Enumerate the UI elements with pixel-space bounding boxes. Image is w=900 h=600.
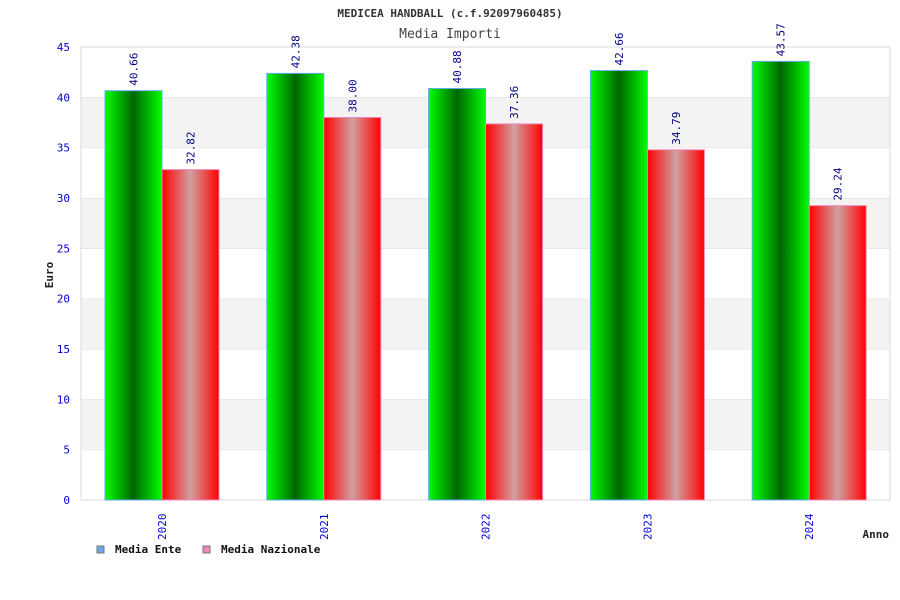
data-label: 42.66 bbox=[613, 32, 626, 65]
y-tick-label: 5 bbox=[63, 444, 70, 457]
bar-media-ente-2024 bbox=[751, 60, 810, 501]
bar-media-nazionale-2020 bbox=[161, 169, 220, 501]
bar-media-ente-2023 bbox=[589, 70, 648, 501]
data-label: 42.38 bbox=[289, 35, 302, 68]
bar-media-ente-2021 bbox=[266, 72, 325, 501]
x-tick-label: 2023 bbox=[641, 514, 654, 541]
data-label: 34.79 bbox=[670, 112, 683, 145]
y-tick-label: 35 bbox=[57, 142, 70, 155]
legend-swatch bbox=[202, 545, 211, 554]
data-label: 40.88 bbox=[451, 50, 464, 83]
legend-label: Media Nazionale bbox=[221, 543, 321, 556]
chart-title: MEDICEA HANDBALL (c.f.92097960485) bbox=[337, 7, 562, 20]
y-tick-label: 20 bbox=[57, 293, 70, 306]
x-axis-label: Anno bbox=[863, 528, 890, 541]
data-label: 40.66 bbox=[128, 53, 141, 86]
y-tick-label: 40 bbox=[57, 91, 70, 104]
bar-media-nazionale-2024 bbox=[808, 205, 867, 501]
data-label: 32.82 bbox=[185, 131, 198, 164]
bar-media-nazionale-2023 bbox=[646, 149, 705, 501]
y-tick-label: 45 bbox=[57, 41, 70, 54]
y-axis-label: Euro bbox=[43, 261, 56, 288]
y-tick-label: 0 bbox=[63, 494, 70, 507]
y-tick-label: 25 bbox=[57, 242, 70, 255]
y-tick-label: 15 bbox=[57, 343, 70, 356]
x-tick-label: 2020 bbox=[156, 514, 169, 541]
y-tick-label: 10 bbox=[57, 393, 70, 406]
bar-media-nazionale-2022 bbox=[485, 123, 544, 501]
x-tick-label: 2022 bbox=[480, 514, 493, 541]
data-label: 37.36 bbox=[508, 86, 521, 119]
x-tick-label: 2021 bbox=[318, 514, 331, 541]
legend-label: Media Ente bbox=[115, 543, 182, 556]
data-label: 29.24 bbox=[832, 167, 845, 200]
bar-media-ente-2022 bbox=[428, 87, 487, 501]
bar-media-nazionale-2021 bbox=[323, 116, 382, 501]
x-tick-label: 2024 bbox=[803, 513, 816, 540]
data-label: 38.00 bbox=[346, 79, 359, 112]
legend-swatch bbox=[96, 545, 105, 554]
data-label: 43.57 bbox=[775, 23, 788, 56]
chart-subtitle: Media Importi bbox=[399, 27, 501, 42]
y-tick-label: 30 bbox=[57, 192, 70, 205]
bar-media-ente-2020 bbox=[104, 90, 163, 501]
